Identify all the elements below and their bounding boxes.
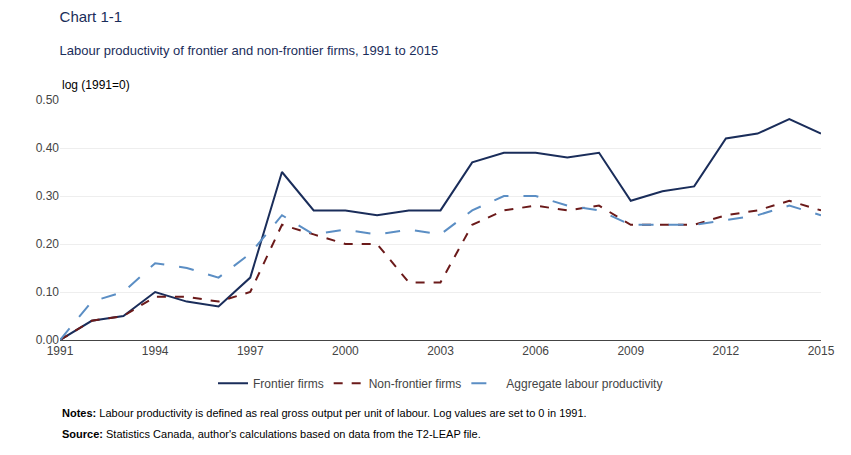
- svg-text:Chart 1-1: Chart 1-1: [60, 8, 123, 25]
- svg-text:2003: 2003: [427, 344, 454, 358]
- svg-text:Frontier firms: Frontier firms: [253, 377, 324, 391]
- svg-text:Source: Statistics Canada, aut: Source: Statistics Canada, author's calc…: [62, 428, 481, 440]
- svg-text:log (1991=0): log (1991=0): [62, 78, 130, 92]
- svg-text:2006: 2006: [522, 344, 549, 358]
- svg-text:2009: 2009: [617, 344, 644, 358]
- svg-text:0.40: 0.40: [36, 141, 60, 155]
- svg-text:Aggregate labour productivity: Aggregate labour productivity: [506, 377, 662, 391]
- svg-text:Notes: Labour productivity is: Notes: Labour productivity is defined as…: [62, 407, 587, 419]
- svg-text:0.20: 0.20: [36, 237, 60, 251]
- svg-text:1997: 1997: [237, 344, 264, 358]
- svg-text:0.00: 0.00: [36, 333, 60, 347]
- svg-text:2012: 2012: [713, 344, 740, 358]
- svg-text:Non-frontier firms: Non-frontier firms: [369, 377, 462, 391]
- svg-text:0.50: 0.50: [36, 93, 60, 107]
- svg-text:1991: 1991: [47, 344, 74, 358]
- svg-text:2015: 2015: [808, 344, 835, 358]
- svg-text:0.10: 0.10: [36, 285, 60, 299]
- svg-text:2000: 2000: [332, 344, 359, 358]
- svg-text:1994: 1994: [142, 344, 169, 358]
- svg-text:Labour productivity of frontie: Labour productivity of frontier and non-…: [60, 43, 439, 58]
- svg-text:0.30: 0.30: [36, 189, 60, 203]
